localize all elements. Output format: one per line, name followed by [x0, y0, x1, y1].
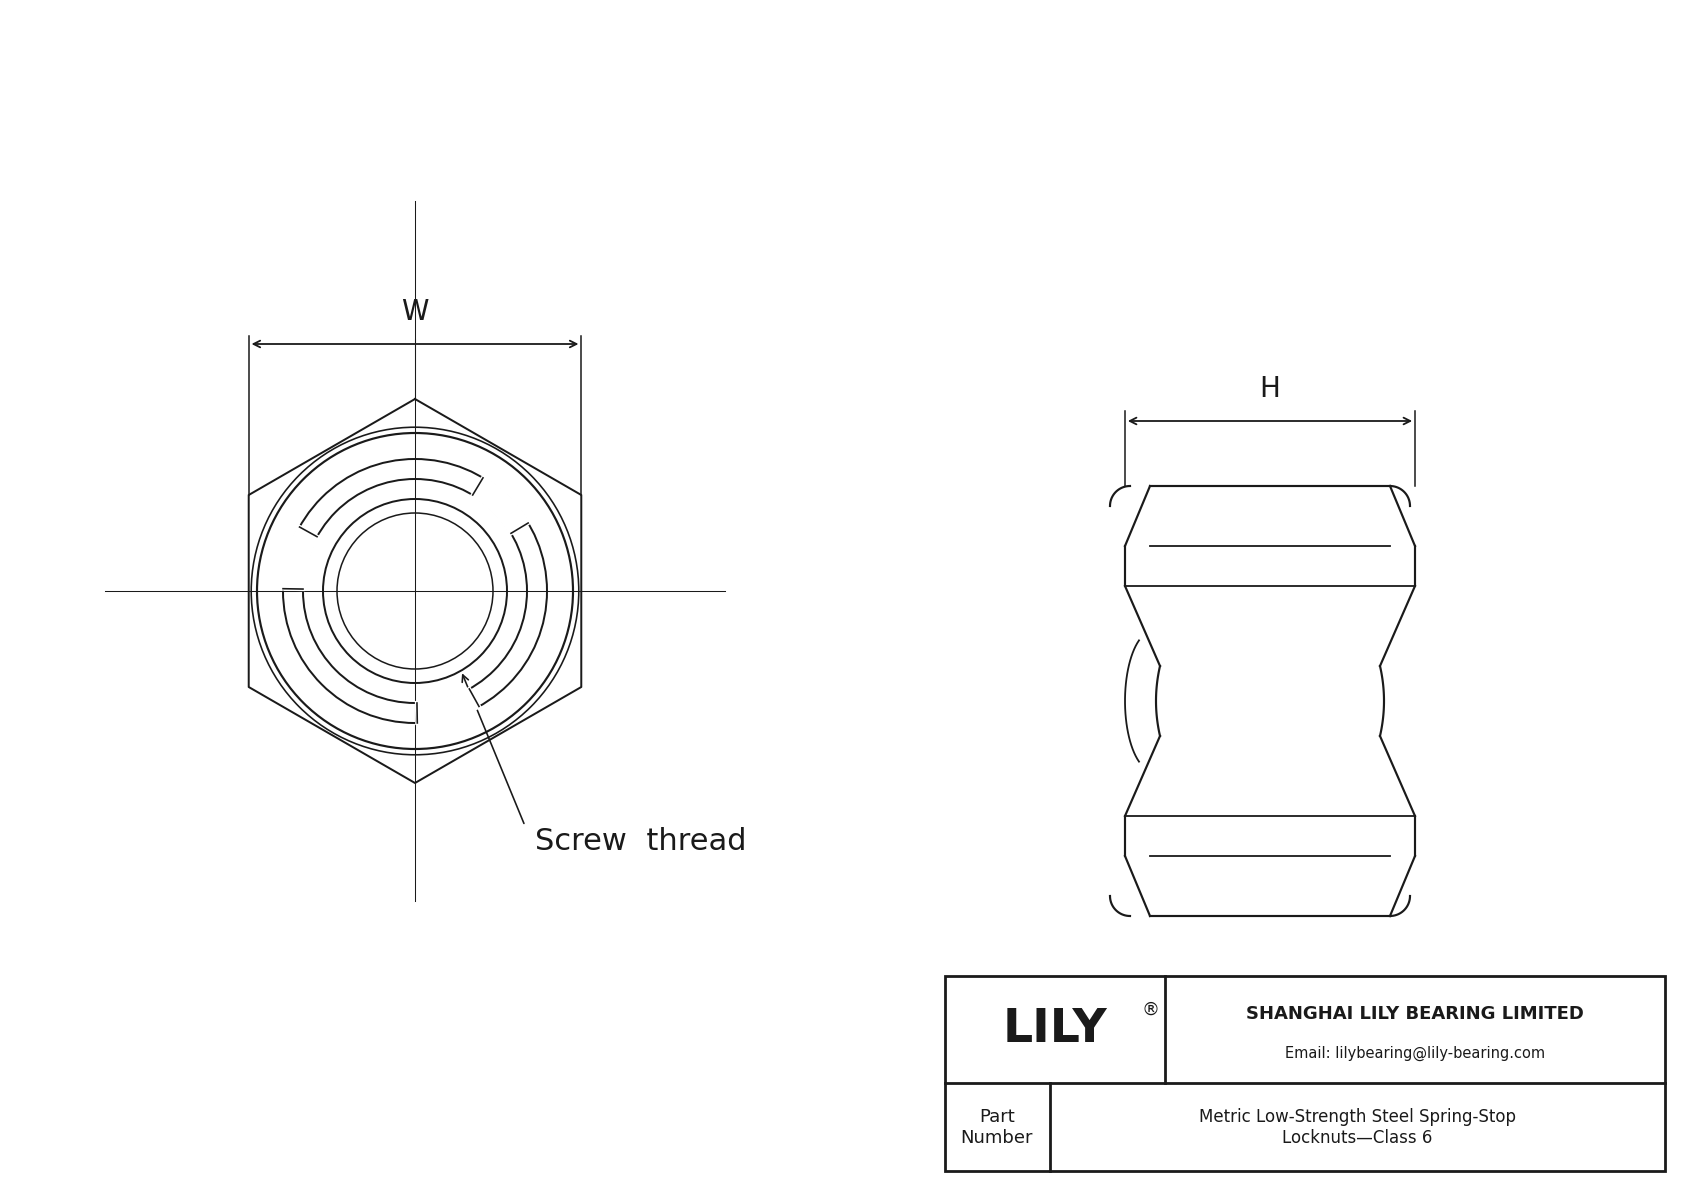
Bar	[945, 975, 1665, 1171]
Text: ®: ®	[1142, 1000, 1159, 1018]
Text: Email: lilybearing@lily-bearing.com: Email: lilybearing@lily-bearing.com	[1285, 1046, 1544, 1061]
Text: SHANGHAI LILY BEARING LIMITED: SHANGHAI LILY BEARING LIMITED	[1246, 1004, 1585, 1023]
Text: LILY: LILY	[1002, 1008, 1108, 1052]
Polygon shape	[283, 526, 317, 590]
Polygon shape	[418, 688, 478, 723]
Text: W: W	[401, 298, 429, 326]
Text: H: H	[1260, 375, 1280, 403]
Text: Metric Low-Strength Steel Spring-Stop
Locknuts—Class 6: Metric Low-Strength Steel Spring-Stop Lo…	[1199, 1108, 1516, 1147]
Polygon shape	[473, 478, 529, 534]
Text: Part
Number: Part Number	[962, 1108, 1034, 1147]
Text: Screw  thread: Screw thread	[536, 827, 746, 855]
